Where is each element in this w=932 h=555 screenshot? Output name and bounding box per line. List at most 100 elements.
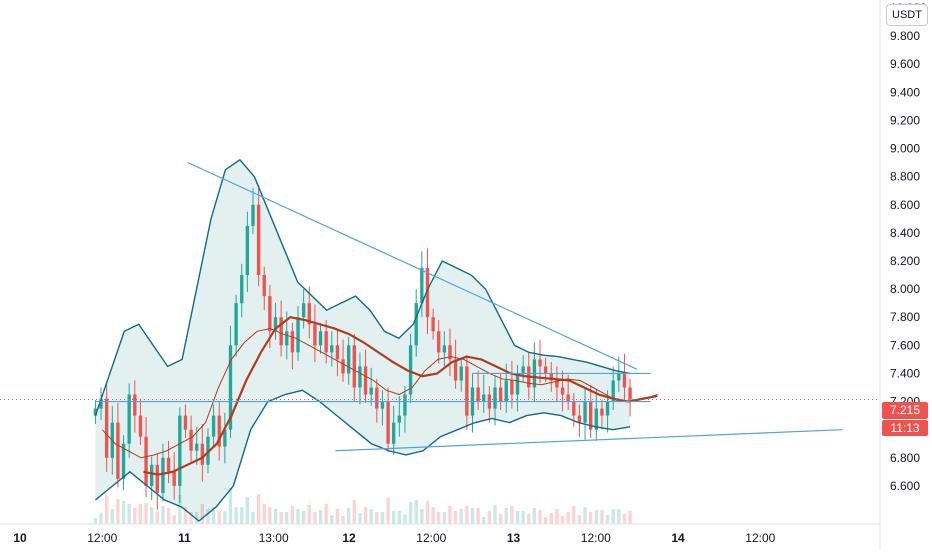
volume-bar [279, 512, 283, 524]
candle-body [296, 317, 300, 353]
volume-bar [470, 508, 475, 524]
price-tick-label: 9.000 [890, 142, 920, 156]
time-tick-label: 12:00 [745, 531, 775, 545]
candle-body [290, 331, 295, 353]
candle-body [414, 303, 418, 346]
volume-bar [195, 512, 199, 524]
candle-body [493, 387, 497, 409]
candle-body [611, 380, 615, 402]
volume-bar [588, 512, 593, 524]
candle-body [425, 268, 430, 318]
volume-bar [133, 508, 137, 524]
candle-body [104, 398, 109, 458]
volume-bar [392, 511, 396, 524]
volume-bar [318, 510, 323, 524]
price-tick-label: 8.800 [890, 170, 920, 184]
volume-bar [403, 514, 407, 524]
price-tick-label: 8.200 [890, 254, 920, 268]
time-tick-label: 14 [671, 531, 685, 545]
candle-body [386, 401, 390, 444]
volume-bar [549, 513, 553, 524]
volume-bar [611, 509, 615, 524]
volume-bar [414, 500, 418, 524]
trendline [187, 162, 638, 370]
candle-body [166, 457, 171, 472]
volume-bar [149, 507, 154, 524]
candle-body [149, 464, 154, 486]
candle-body [195, 443, 199, 451]
candle-body [482, 394, 486, 402]
volume-bar [572, 506, 576, 524]
candle-body [510, 380, 514, 395]
volume-bar [240, 507, 244, 524]
candle-body [313, 324, 317, 346]
volume-bar [425, 501, 430, 524]
volume-bar [358, 513, 362, 524]
candle-body [161, 457, 165, 493]
trendlines [0, 162, 880, 452]
volume-bar [363, 507, 368, 524]
volume-bar [93, 518, 98, 524]
volume-bar [228, 488, 233, 524]
candle-body [403, 394, 407, 416]
candle-body [318, 331, 323, 346]
candle-body [352, 345, 356, 388]
candle-body [375, 387, 379, 409]
candle-body [363, 366, 368, 395]
candle-body [549, 373, 553, 381]
candle-body [341, 359, 345, 374]
candle-body [251, 204, 255, 226]
volume-bar [341, 516, 345, 524]
candle-body [448, 345, 452, 360]
volume-bar [206, 509, 210, 524]
candle-body [93, 408, 98, 416]
candle-body [453, 359, 458, 381]
volume-bar [273, 509, 278, 524]
time-tick-label: 10 [13, 531, 27, 545]
volume-bar [498, 514, 503, 524]
volume-bar [482, 517, 486, 524]
volume-bar [617, 509, 621, 524]
price-tick-label: 6.600 [890, 479, 920, 493]
volume-bar [262, 504, 266, 524]
candle-body [138, 415, 143, 437]
volume-bar [453, 511, 458, 524]
volume-bar [622, 514, 627, 524]
candle-body [116, 422, 120, 479]
volume-bar [515, 511, 520, 524]
volume-bar [161, 506, 165, 524]
volume-bar [605, 515, 610, 524]
volume-bar [386, 498, 390, 524]
currency-badge[interactable]: USDT [886, 4, 928, 26]
volume-bar [538, 510, 542, 524]
volume-bar [566, 512, 570, 524]
candle-body [628, 387, 632, 400]
price-tick-label: 9.600 [890, 57, 920, 71]
volume-bar [493, 505, 497, 524]
volume-bar [397, 511, 402, 524]
volume-bar [380, 512, 385, 524]
candle-body [133, 394, 137, 416]
candle-body [408, 345, 413, 395]
candle-body [273, 317, 278, 332]
candle-body [504, 380, 508, 402]
volume-bar [504, 508, 508, 524]
volume-bar [172, 515, 176, 524]
trendline [335, 429, 843, 452]
volume-bar [577, 515, 582, 524]
candle-body [121, 443, 126, 479]
time-tick-label: 12 [342, 531, 356, 545]
volume-bar [178, 495, 182, 524]
price-tick-label: 8.600 [890, 198, 920, 212]
candle-body [577, 415, 582, 423]
volume-bar [223, 511, 227, 524]
candle-body [588, 401, 593, 430]
candle-body [622, 373, 627, 388]
candle-body [346, 345, 351, 374]
volume-bar [420, 509, 424, 524]
volume-bar [330, 515, 334, 524]
volume-bar [200, 504, 205, 524]
volume-bar [211, 507, 216, 524]
